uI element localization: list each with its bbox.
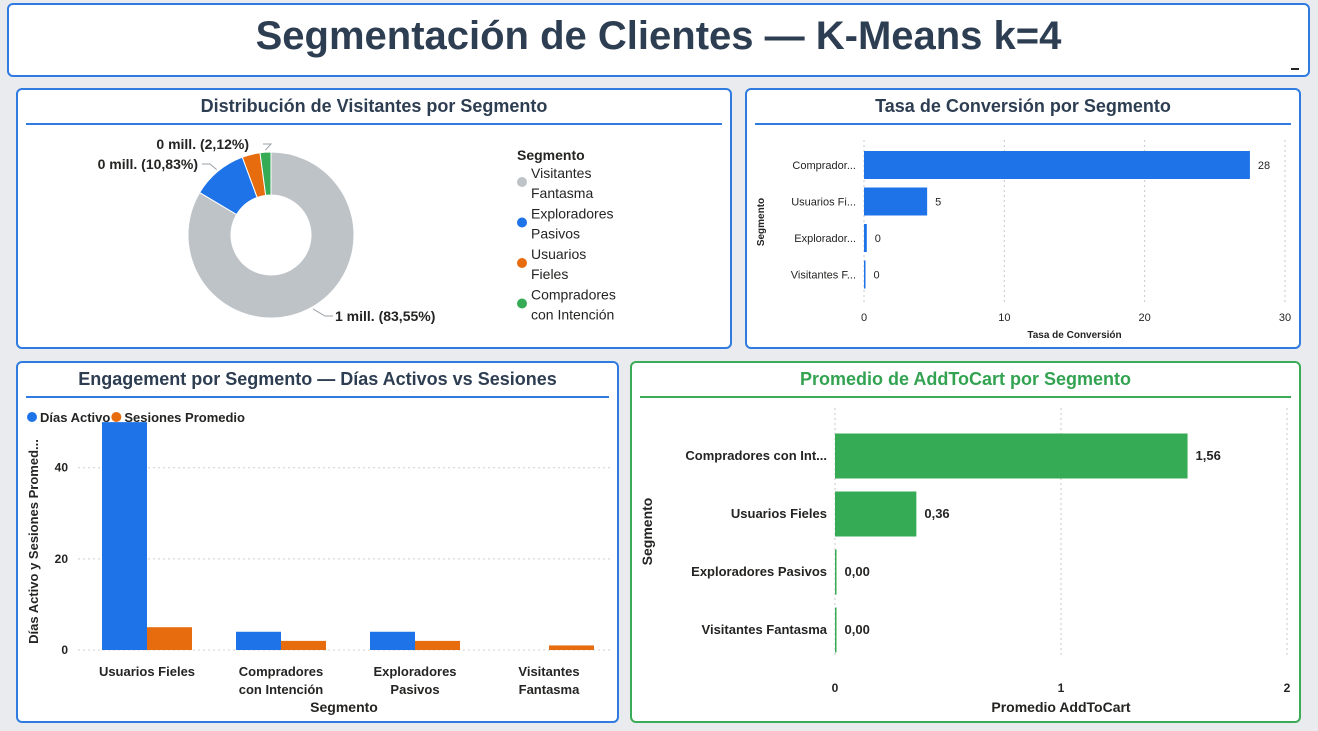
legend-label[interactable]: con Intención [531, 307, 614, 323]
x-tick-label: 0 [832, 681, 839, 695]
leader-line [263, 143, 273, 151]
x-category-label: Exploradores [373, 664, 456, 679]
conversion-rate-title: Tasa de Conversión por Segmento [875, 96, 1171, 116]
donut-slice[interactable] [259, 151, 272, 196]
bar-data-label: 0,00 [845, 564, 870, 579]
bar-data-label: 0 [874, 270, 880, 282]
x-tick-label: 10 [998, 312, 1010, 324]
engagement-bar-chart: 0 20 40 Usuarios Fieles Compradores con Inten… [26, 410, 610, 715]
x-category-label: Usuarios Fieles [99, 664, 195, 679]
bar[interactable] [147, 627, 192, 650]
y-category-label: Visitantes F... [791, 270, 856, 282]
bar-data-label: 5 [935, 197, 941, 209]
slice-data-label: 1 mill. (83,55%) [335, 308, 435, 324]
x-category-label: Compradores [239, 664, 324, 679]
donut-slice[interactable] [187, 151, 355, 319]
y-category-label: Compradores con Int... [685, 448, 827, 463]
bar[interactable] [864, 260, 866, 289]
bar[interactable] [549, 645, 594, 650]
addtocart-bar-chart: 0 1 2 Compradores con Int... 1,56 Usuarios Fi… [639, 408, 1291, 715]
x-category-label: Visitantes [518, 664, 579, 679]
y-axis-title: Segmento [639, 498, 655, 566]
y-category-label: Usuarios Fieles [731, 506, 827, 521]
conversion-rate-panel: Tasa de Conversión por Segmento 0 10 20 30 C… [745, 88, 1301, 349]
y-category-label: Visitantes Fantasma [702, 622, 828, 637]
engagement-title: Engagement por Segmento — Días Activos v… [78, 369, 557, 389]
engagement-panel: Engagement por Segmento — Días Activos v… [16, 361, 619, 723]
bar[interactable] [835, 491, 917, 537]
x-tick-label: 20 [1139, 312, 1151, 324]
x-axis-title: Segmento [310, 699, 378, 715]
legend-label[interactable]: Exploradores [531, 206, 614, 222]
bar[interactable] [370, 631, 415, 650]
x-tick-label: 2 [1284, 681, 1291, 695]
legend-label[interactable]: Fieles [531, 266, 568, 282]
legend-label[interactable]: Fantasma [531, 185, 593, 201]
conversion-bar-chart: 0 10 20 30 Comprador... 28 Usuarios Fi... 5 Expl… [756, 140, 1291, 341]
visitor-distribution-title: Distribución de Visitantes por Segmento [200, 96, 548, 116]
bar[interactable] [281, 640, 326, 650]
y-category-label: Explorador... [794, 233, 856, 245]
y-category-label: Exploradores Pasivos [691, 564, 827, 579]
x-category-label: con Intención [239, 682, 324, 697]
x-category-label: Fantasma [519, 682, 580, 697]
legend-label[interactable]: Visitantes [531, 165, 591, 181]
y-axis-title: Segmento [756, 198, 767, 246]
x-tick-label: 0 [861, 312, 867, 324]
y-category-label: Usuarios Fi... [791, 197, 856, 209]
x-tick-label: 30 [1279, 312, 1291, 324]
minimize-icon[interactable] [1291, 68, 1299, 70]
legend-marker [517, 298, 527, 309]
bar[interactable] [864, 151, 1250, 179]
legend-label[interactable]: Compradores [531, 287, 616, 303]
bar[interactable] [415, 640, 460, 650]
x-axis-title: Promedio AddToCart [991, 699, 1131, 715]
bar-data-label: 0,36 [924, 506, 949, 521]
x-axis-title: Tasa de Conversión [1027, 330, 1121, 341]
slice-data-label: 0 mill. (10,83%) [98, 156, 198, 172]
legend-label[interactable]: Sesiones Promedio [124, 410, 245, 425]
x-category-label: Pasivos [390, 682, 439, 697]
bar[interactable] [102, 422, 147, 650]
visitor-distribution-panel: Distribución de Visitantes por Segmento … [16, 88, 732, 349]
y-tick-label: 40 [55, 461, 69, 475]
title-underline [26, 123, 722, 125]
page-title: Segmentación de Clientes — K-Means k=4 [255, 14, 1062, 58]
x-tick-label: 1 [1058, 681, 1065, 695]
donut-chart: 1 mill. (83,55%) 0 mill. (10,83%) 0 mill. … [98, 136, 616, 324]
y-axis-title: Días Activo y Sesiones Promed... [26, 439, 41, 644]
header-banner: Segmentación de Clientes — K-Means k=4 [7, 3, 1310, 77]
bar[interactable] [236, 631, 281, 650]
bar[interactable] [864, 224, 867, 252]
y-tick-label: 20 [55, 552, 69, 566]
bar-data-label: 0 [875, 233, 881, 245]
bar[interactable] [864, 187, 928, 216]
legend-marker [517, 217, 527, 228]
bar[interactable] [835, 433, 1188, 479]
title-underline [26, 396, 609, 398]
legend-title: Segmento [517, 147, 585, 163]
bar-data-label: 28 [1258, 160, 1270, 172]
legend-label[interactable]: Usuarios [531, 246, 586, 262]
title-underline [755, 123, 1291, 125]
y-tick-label: 0 [61, 643, 68, 657]
legend-marker [517, 177, 527, 187]
leader-line [312, 308, 333, 317]
legend-marker [27, 412, 37, 422]
leader-line [202, 163, 217, 171]
addtocart-panel: Promedio de AddToCart por Segmento 0 1 2 Co… [630, 361, 1301, 723]
slice-data-label: 0 mill. (2,12%) [156, 136, 249, 152]
legend-label[interactable]: Días Activo [40, 410, 110, 425]
legend-label[interactable]: Pasivos [531, 226, 580, 242]
bar-data-label: 0,00 [845, 622, 870, 637]
legend-marker [111, 412, 122, 422]
legend-marker [517, 258, 527, 268]
addtocart-title: Promedio de AddToCart por Segmento [799, 369, 1131, 389]
bar-data-label: 1,56 [1196, 448, 1221, 463]
bar[interactable] [835, 549, 837, 595]
title-underline [640, 396, 1291, 398]
bar[interactable] [835, 607, 837, 653]
y-category-label: Comprador... [792, 160, 856, 172]
